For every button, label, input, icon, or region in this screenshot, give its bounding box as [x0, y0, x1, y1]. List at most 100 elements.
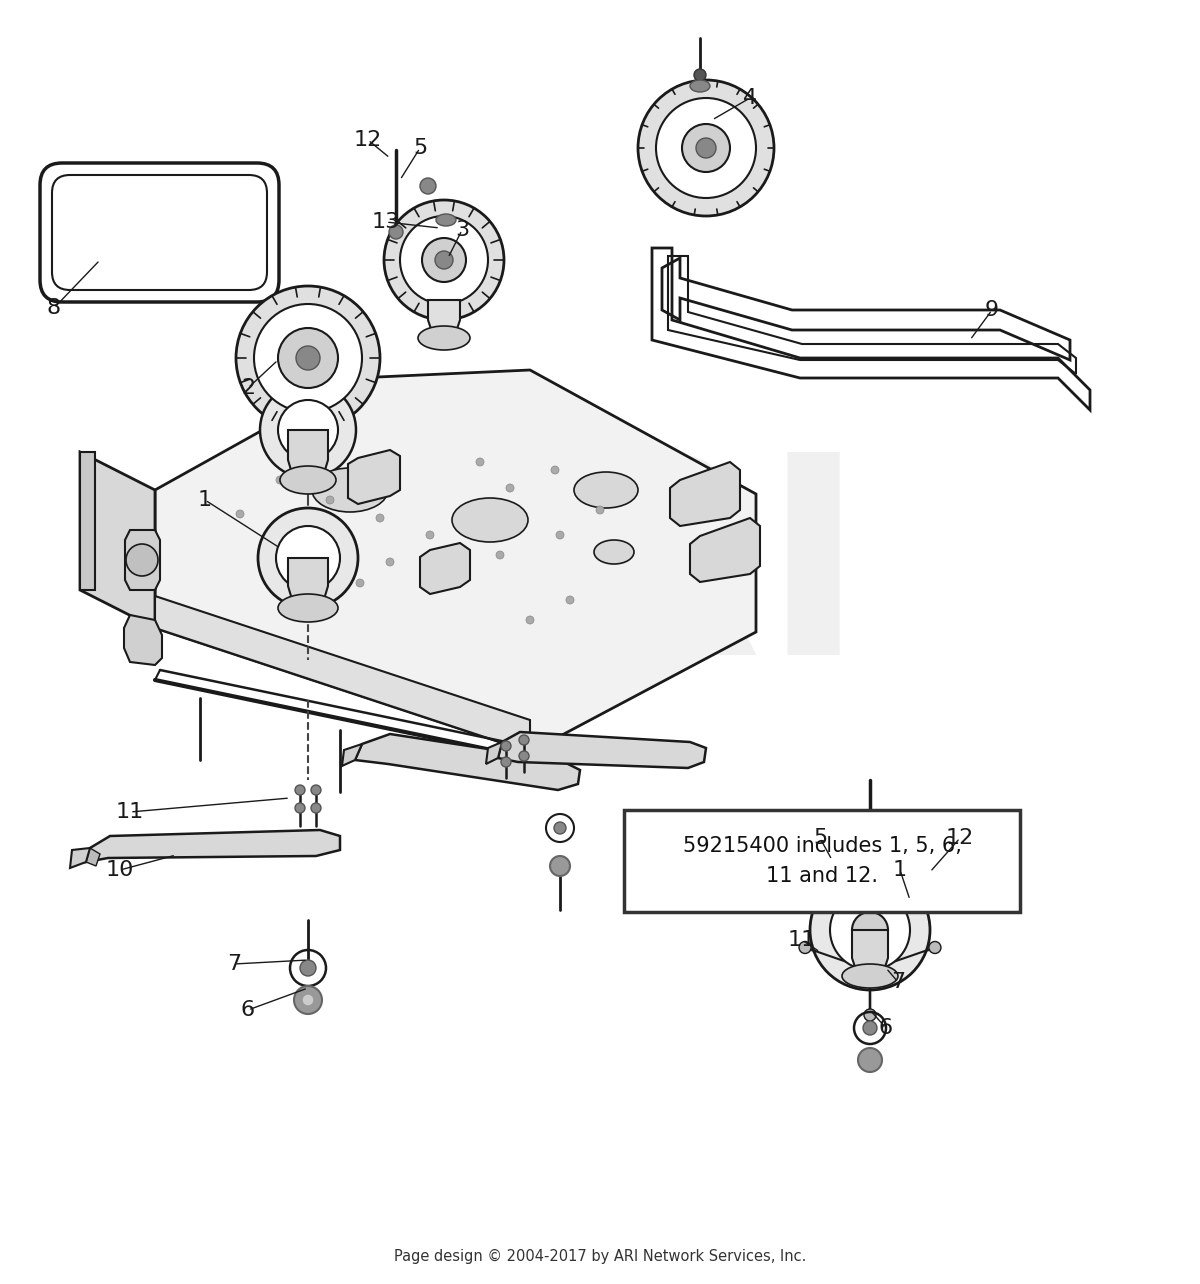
Ellipse shape	[656, 98, 756, 198]
Ellipse shape	[236, 510, 244, 517]
Polygon shape	[428, 300, 460, 338]
Ellipse shape	[326, 496, 334, 505]
Ellipse shape	[863, 1021, 877, 1035]
Ellipse shape	[446, 568, 454, 577]
Ellipse shape	[300, 960, 316, 976]
Ellipse shape	[426, 532, 434, 539]
Text: 1: 1	[198, 490, 212, 510]
Bar	[80, 452, 95, 591]
Text: 7: 7	[890, 972, 905, 993]
Ellipse shape	[400, 216, 488, 304]
Text: Page design © 2004-2017 by ARI Network Services, Inc.: Page design © 2004-2017 by ARI Network S…	[394, 1248, 806, 1263]
Ellipse shape	[476, 458, 484, 466]
Text: 8: 8	[47, 298, 61, 318]
Polygon shape	[498, 732, 706, 768]
Polygon shape	[355, 734, 580, 790]
Ellipse shape	[694, 69, 706, 81]
Text: 13: 13	[372, 212, 400, 232]
Text: 11: 11	[116, 802, 144, 822]
Text: 5: 5	[812, 828, 827, 847]
Ellipse shape	[260, 383, 356, 478]
Ellipse shape	[690, 80, 710, 92]
Ellipse shape	[810, 871, 930, 990]
Ellipse shape	[278, 327, 338, 388]
Ellipse shape	[638, 80, 774, 216]
Ellipse shape	[799, 941, 811, 954]
Ellipse shape	[862, 835, 878, 850]
Ellipse shape	[506, 484, 514, 492]
Ellipse shape	[420, 178, 436, 194]
Ellipse shape	[295, 785, 305, 795]
Text: 9: 9	[985, 300, 1000, 320]
Polygon shape	[420, 543, 470, 594]
Ellipse shape	[830, 890, 910, 969]
Polygon shape	[80, 452, 155, 628]
Text: 1: 1	[893, 860, 907, 880]
Text: 10: 10	[106, 860, 134, 880]
Ellipse shape	[254, 304, 362, 412]
Ellipse shape	[294, 986, 322, 1014]
Polygon shape	[125, 530, 160, 591]
Polygon shape	[70, 847, 90, 868]
Ellipse shape	[356, 579, 364, 587]
Ellipse shape	[551, 466, 559, 474]
Ellipse shape	[286, 526, 294, 534]
Ellipse shape	[502, 758, 511, 767]
Ellipse shape	[864, 1009, 876, 1021]
Ellipse shape	[554, 822, 566, 835]
Ellipse shape	[929, 941, 941, 954]
Text: 6: 6	[241, 1000, 256, 1019]
Ellipse shape	[496, 551, 504, 559]
Ellipse shape	[550, 856, 570, 876]
Ellipse shape	[596, 506, 604, 514]
Ellipse shape	[418, 326, 470, 351]
Ellipse shape	[295, 802, 305, 813]
Polygon shape	[670, 462, 740, 526]
Polygon shape	[86, 829, 340, 862]
Ellipse shape	[556, 532, 564, 539]
Polygon shape	[690, 517, 760, 582]
Polygon shape	[852, 930, 888, 976]
Ellipse shape	[594, 541, 634, 564]
Polygon shape	[86, 847, 100, 865]
Ellipse shape	[278, 401, 338, 460]
Polygon shape	[342, 743, 362, 767]
Ellipse shape	[526, 616, 534, 624]
Ellipse shape	[574, 473, 638, 508]
Ellipse shape	[376, 514, 384, 523]
Ellipse shape	[520, 751, 529, 761]
Ellipse shape	[126, 544, 158, 577]
Ellipse shape	[276, 526, 340, 591]
Polygon shape	[348, 449, 400, 505]
Ellipse shape	[696, 137, 716, 158]
Text: 12: 12	[946, 828, 974, 847]
Ellipse shape	[520, 734, 529, 745]
Ellipse shape	[386, 559, 394, 566]
Text: 12: 12	[354, 130, 382, 150]
Polygon shape	[288, 430, 328, 480]
Ellipse shape	[302, 994, 314, 1005]
Ellipse shape	[311, 802, 322, 813]
Ellipse shape	[502, 741, 511, 751]
Ellipse shape	[384, 200, 504, 320]
Text: 11: 11	[788, 930, 816, 950]
Text: 6: 6	[878, 1018, 893, 1037]
Ellipse shape	[682, 125, 730, 172]
Ellipse shape	[276, 476, 284, 484]
Ellipse shape	[280, 466, 336, 494]
Ellipse shape	[436, 214, 456, 226]
Text: 5: 5	[413, 137, 427, 158]
Ellipse shape	[566, 596, 574, 603]
Ellipse shape	[422, 238, 466, 282]
Text: ARI: ARI	[334, 443, 866, 713]
Polygon shape	[124, 615, 162, 665]
Polygon shape	[288, 559, 328, 606]
Text: 7: 7	[227, 954, 241, 975]
Ellipse shape	[858, 1048, 882, 1072]
Ellipse shape	[296, 345, 320, 370]
Polygon shape	[155, 370, 756, 752]
Ellipse shape	[436, 250, 454, 270]
Ellipse shape	[452, 498, 528, 542]
Ellipse shape	[312, 467, 388, 512]
Bar	[624, 810, 1020, 912]
